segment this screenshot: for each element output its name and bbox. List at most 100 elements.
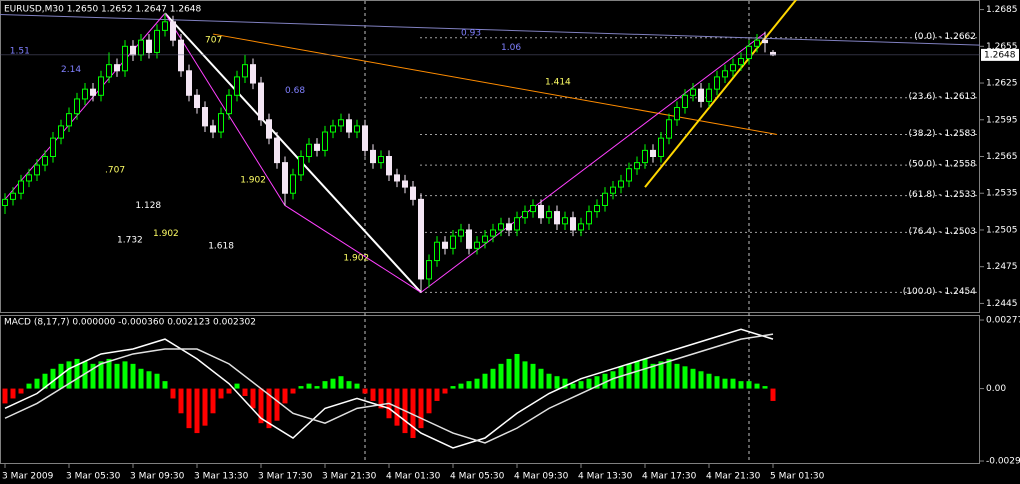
candle-body <box>282 162 288 194</box>
histogram-bar <box>2 388 8 404</box>
histogram-bar <box>130 363 136 389</box>
histogram-bar <box>242 388 248 396</box>
histogram-bar <box>346 381 352 389</box>
candle-body <box>370 149 376 164</box>
y-tick-label: -0.00293 <box>986 457 1020 467</box>
pattern-label: 0.93 <box>461 28 481 38</box>
y-tick-label: 1.2685 <box>986 5 1018 15</box>
histogram-bar <box>506 358 512 389</box>
histogram-bar <box>538 368 544 389</box>
histogram-bar <box>482 373 488 389</box>
histogram-bar <box>570 383 576 389</box>
trendline <box>164 12 422 294</box>
candle-body <box>578 223 584 231</box>
fib-label: (61.8) - 1.2533 <box>908 190 976 200</box>
candle-body <box>98 76 104 96</box>
price-pane-border <box>0 0 980 313</box>
histogram-bar <box>258 388 264 424</box>
histogram-bar <box>314 386 320 389</box>
histogram-bar <box>594 376 600 389</box>
candle-body <box>162 21 168 31</box>
histogram-bar <box>82 361 88 389</box>
candle-body <box>490 229 496 237</box>
histogram-bar <box>442 388 448 394</box>
pattern-label: 1.618 <box>208 241 234 251</box>
candle-body <box>154 29 160 53</box>
candle-body <box>266 119 272 139</box>
y-tick-label: 0.002772 <box>986 316 1020 326</box>
candle-body <box>210 125 216 133</box>
candle-body <box>10 192 16 200</box>
histogram-bar <box>370 388 376 401</box>
histogram-bar <box>90 363 96 389</box>
candle-body <box>690 88 696 96</box>
trendline <box>644 0 798 188</box>
candle-body <box>474 241 480 249</box>
histogram-bar <box>658 361 664 389</box>
histogram-bar <box>162 381 168 389</box>
candle-body <box>114 64 120 72</box>
histogram-bar <box>714 376 720 389</box>
last-price-label: 1.2648 <box>984 50 1016 60</box>
candle-body <box>402 180 408 188</box>
histogram-bar <box>674 363 680 389</box>
candle-body <box>74 98 80 115</box>
pattern-label: 1.902 <box>240 175 266 185</box>
candle-body <box>450 235 456 249</box>
candle-body <box>418 198 424 280</box>
x-tick-label: 4 Mar 09:30 <box>514 472 569 482</box>
histogram-bar <box>746 381 752 389</box>
histogram-bar <box>218 388 224 399</box>
pattern-label: 1.902 <box>343 254 369 264</box>
candle-body <box>298 156 304 176</box>
candle-body <box>394 174 400 182</box>
candle-body <box>242 64 248 78</box>
candle-body <box>42 156 48 166</box>
histogram-bar <box>610 371 616 389</box>
macd-pane <box>2 328 776 449</box>
candle-body <box>58 125 64 139</box>
candle-body <box>442 241 448 249</box>
candle-body <box>386 156 392 176</box>
candle-body <box>130 45 136 56</box>
candle-body <box>178 39 184 72</box>
candle-body <box>498 223 504 231</box>
histogram-bar <box>146 371 152 389</box>
histogram-bar <box>706 373 712 389</box>
trendline <box>0 13 981 46</box>
histogram-bar <box>554 376 560 389</box>
histogram-bar <box>426 388 432 414</box>
histogram-bar <box>266 388 272 429</box>
x-tick-label: 3 Mar 09:30 <box>130 472 185 482</box>
pattern-label: 1.06 <box>501 43 521 53</box>
candle-body <box>170 21 176 41</box>
histogram-bar <box>186 388 192 429</box>
y-tick-label: 1.2625 <box>986 79 1018 89</box>
histogram-bar <box>354 383 360 389</box>
candle-body <box>650 149 656 158</box>
candle-body <box>626 168 632 182</box>
candle-body <box>570 217 576 231</box>
trendline <box>212 33 778 135</box>
candle-body <box>274 137 280 164</box>
candle-body <box>762 39 768 44</box>
histogram-bar <box>114 363 120 389</box>
pattern-label: 0.68 <box>285 86 305 96</box>
candle-body <box>674 107 680 121</box>
x-tick-label: 3 Mar 2009 <box>2 472 54 482</box>
histogram-bar <box>722 378 728 389</box>
histogram-bar <box>586 378 592 389</box>
histogram-bar <box>418 388 424 429</box>
candle-body <box>482 235 488 243</box>
histogram-bar <box>770 388 776 401</box>
x-tick-label: 4 Mar 17:30 <box>642 472 697 482</box>
candle-body <box>18 180 24 194</box>
histogram-bar <box>682 366 688 389</box>
histogram-bar <box>138 368 144 389</box>
candle-body <box>738 58 744 66</box>
histogram-bar <box>42 373 48 389</box>
x-tick-label: 3 Mar 21:30 <box>322 472 377 482</box>
histogram-bar <box>154 373 160 389</box>
candle-body <box>50 137 56 158</box>
